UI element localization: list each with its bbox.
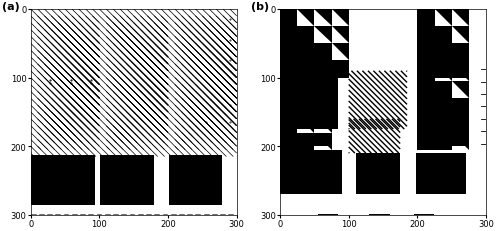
Bar <box>168 155 222 205</box>
Polygon shape <box>314 133 332 150</box>
Bar <box>434 82 452 99</box>
Polygon shape <box>314 116 332 133</box>
Bar <box>418 116 434 133</box>
Bar <box>314 44 332 61</box>
Bar <box>434 61 452 78</box>
Bar <box>332 61 348 78</box>
Polygon shape <box>452 133 469 150</box>
Text: (a): (a) <box>2 2 20 12</box>
Bar <box>418 82 434 99</box>
Bar <box>356 153 400 195</box>
Polygon shape <box>434 10 452 27</box>
Bar <box>280 61 297 78</box>
Bar <box>297 133 314 150</box>
Bar <box>418 61 434 78</box>
Polygon shape <box>314 27 332 44</box>
Polygon shape <box>297 10 314 27</box>
Bar <box>280 10 297 27</box>
Bar <box>452 44 469 61</box>
Bar <box>100 155 154 205</box>
Polygon shape <box>332 44 348 61</box>
Bar <box>280 27 297 44</box>
Polygon shape <box>434 65 452 82</box>
Polygon shape <box>452 10 469 27</box>
Bar <box>418 133 434 150</box>
Bar <box>434 116 452 133</box>
Bar <box>434 99 452 116</box>
Bar <box>418 99 434 116</box>
Bar <box>280 65 338 130</box>
Polygon shape <box>452 82 469 99</box>
Bar <box>418 116 434 133</box>
Bar <box>418 133 469 147</box>
Bar <box>434 133 452 150</box>
Bar <box>297 44 314 61</box>
Polygon shape <box>297 116 314 133</box>
Bar <box>418 65 434 82</box>
Bar <box>280 133 332 147</box>
Polygon shape <box>434 116 452 133</box>
Bar <box>32 155 96 205</box>
Bar <box>434 27 452 44</box>
Bar <box>314 61 332 78</box>
Polygon shape <box>452 116 469 133</box>
Bar <box>452 116 469 133</box>
Bar <box>280 116 297 133</box>
Bar <box>418 44 434 61</box>
Bar <box>418 27 434 44</box>
Polygon shape <box>452 65 469 82</box>
Text: (b): (b) <box>251 2 270 12</box>
Polygon shape <box>332 10 348 27</box>
Polygon shape <box>314 10 332 27</box>
Bar <box>297 27 314 44</box>
Polygon shape <box>452 27 469 44</box>
Polygon shape <box>332 27 348 44</box>
Bar <box>416 153 466 195</box>
Bar <box>434 44 452 61</box>
Bar <box>452 61 469 78</box>
Bar <box>418 10 434 27</box>
Bar <box>280 133 297 150</box>
Bar <box>452 99 469 116</box>
Bar <box>297 61 314 78</box>
Bar <box>280 150 342 195</box>
Bar <box>280 44 297 61</box>
